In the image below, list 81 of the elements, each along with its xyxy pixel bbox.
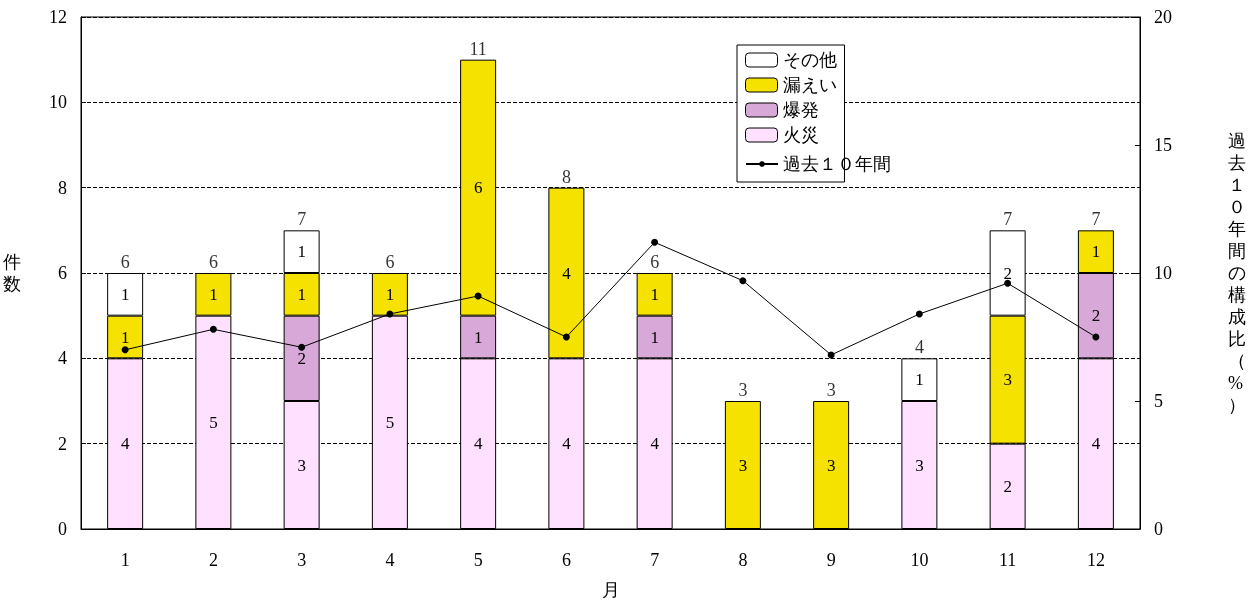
y-tick-label: 0 <box>58 519 67 539</box>
x-tick-label: 2 <box>208 550 218 570</box>
data-label: 5 <box>385 412 395 432</box>
total-label: 6 <box>650 252 660 272</box>
total-label: 6 <box>208 252 218 272</box>
x-tick-label: 1 <box>120 550 130 570</box>
data-label: 1 <box>297 242 306 262</box>
data-label: 1 <box>385 284 395 304</box>
data-label: 3 <box>738 455 748 475</box>
data-label: 4 <box>1091 434 1101 454</box>
y-tick-label: 2 <box>58 433 67 454</box>
x-tick-label: 9 <box>826 550 836 570</box>
x-tick-label: 7 <box>650 550 660 570</box>
data-label: 3 <box>826 455 836 475</box>
total-label: 3 <box>738 380 748 400</box>
data-label: 2 <box>297 348 306 368</box>
legend-label: 火災 <box>782 125 819 145</box>
data-label: 1 <box>915 370 924 390</box>
data-label: 1 <box>297 284 306 304</box>
y-tick-label: 12 <box>49 7 67 27</box>
point <box>915 310 923 318</box>
data-label: 2 <box>1091 306 1101 326</box>
y2-tick-label: 5 <box>1154 391 1163 411</box>
legend-label: 爆発 <box>782 100 819 120</box>
x-axis-title: 月 <box>601 580 620 600</box>
data-label: 1 <box>650 327 659 347</box>
data-label: 3 <box>1003 370 1012 390</box>
total-label: 7 <box>1091 209 1101 230</box>
y-tick-label: 8 <box>58 177 67 198</box>
data-label: 5 <box>209 412 218 432</box>
data-label: 6 <box>473 178 483 198</box>
x-tick-label: 6 <box>561 550 571 570</box>
y-tick-label: 10 <box>49 92 67 113</box>
total-label: 3 <box>826 380 836 400</box>
data-label: 2 <box>1003 263 1012 283</box>
data-label: 1 <box>1091 242 1101 262</box>
point <box>562 333 570 341</box>
point <box>121 346 129 354</box>
point <box>827 351 835 359</box>
y-tick-label: 4 <box>58 348 67 369</box>
x-tick-label: 3 <box>297 550 307 570</box>
x-tick-label: 10 <box>910 550 929 570</box>
x-tick-label: 12 <box>1086 550 1105 570</box>
total-label: 6 <box>120 252 130 272</box>
total-label: 11 <box>469 38 487 59</box>
data-label: 4 <box>120 434 130 454</box>
data-label: 4 <box>562 434 572 454</box>
point <box>739 277 747 285</box>
point <box>209 325 217 333</box>
data-label: 3 <box>915 455 924 475</box>
x-tick-label: 5 <box>473 550 483 570</box>
data-label: 1 <box>120 327 130 347</box>
y2-tick-label: 15 <box>1154 135 1172 155</box>
y-axis-title: 件数 <box>3 252 21 294</box>
point <box>1004 279 1012 287</box>
total-label: 7 <box>1003 209 1013 230</box>
y2-tick-label: 10 <box>1154 263 1172 283</box>
x-tick-label: 8 <box>738 550 748 570</box>
data-label: 4 <box>473 434 483 454</box>
x-tick-label: 11 <box>998 550 1017 570</box>
data-label: 2 <box>1003 476 1012 496</box>
total-label: 4 <box>914 337 924 358</box>
data-label: 1 <box>209 284 218 304</box>
data-label: 4 <box>650 434 660 454</box>
total-label: 6 <box>385 252 395 272</box>
data-label: 1 <box>473 327 483 347</box>
legend-label: その他 <box>782 50 837 70</box>
x-tick-label: 4 <box>385 550 395 570</box>
point <box>651 238 659 246</box>
total-label: 8 <box>561 166 571 187</box>
total-label: 7 <box>297 209 307 230</box>
y2-tick-label: 0 <box>1154 519 1163 539</box>
y-tick-label: 6 <box>58 263 67 283</box>
data-label: 3 <box>297 455 306 475</box>
data-label: 1 <box>120 284 130 304</box>
data-label: 4 <box>562 263 572 283</box>
y2-tick-label: 20 <box>1154 7 1172 27</box>
data-label: 1 <box>650 284 659 304</box>
legend-label: 漏えい <box>782 75 837 95</box>
point <box>298 343 306 351</box>
text: 過去１０年間の構成比（%） <box>1228 131 1246 415</box>
